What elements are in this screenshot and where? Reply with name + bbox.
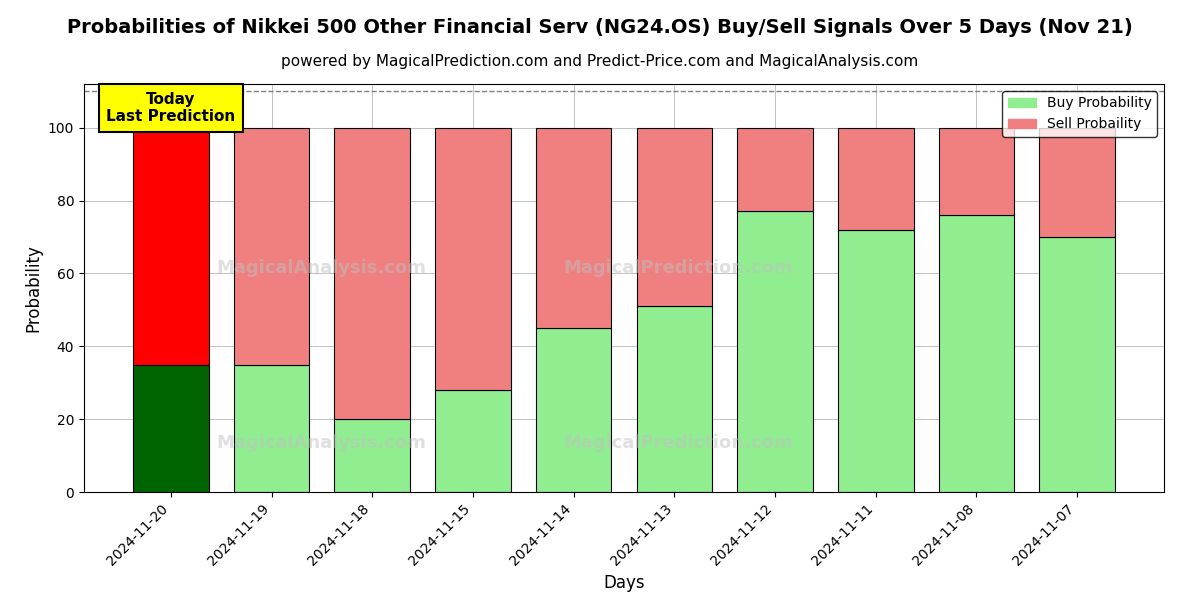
Bar <box>234 364 310 492</box>
Bar <box>133 364 209 492</box>
Text: Today
Last Prediction: Today Last Prediction <box>107 92 235 124</box>
Bar <box>436 128 511 390</box>
Bar <box>234 128 310 364</box>
Bar <box>636 306 712 492</box>
Text: powered by MagicalPrediction.com and Predict-Price.com and MagicalAnalysis.com: powered by MagicalPrediction.com and Pre… <box>281 54 919 69</box>
Text: MagicalAnalysis.com: MagicalAnalysis.com <box>217 434 426 452</box>
Bar <box>737 211 812 492</box>
X-axis label: Days: Days <box>604 574 644 592</box>
Bar <box>133 128 209 364</box>
Bar <box>1039 237 1115 492</box>
Bar <box>536 328 612 492</box>
Bar <box>636 128 712 306</box>
Y-axis label: Probability: Probability <box>24 244 42 332</box>
Bar <box>838 128 913 230</box>
Bar <box>938 128 1014 215</box>
Bar <box>938 215 1014 492</box>
Text: Probabilities of Nikkei 500 Other Financial Serv (NG24.OS) Buy/Sell Signals Over: Probabilities of Nikkei 500 Other Financ… <box>67 18 1133 37</box>
Bar <box>436 390 511 492</box>
Bar <box>838 230 913 492</box>
Text: MagicalPrediction.com: MagicalPrediction.com <box>563 259 793 277</box>
Text: MagicalAnalysis.com: MagicalAnalysis.com <box>217 259 426 277</box>
Bar <box>1039 128 1115 237</box>
Text: MagicalPrediction.com: MagicalPrediction.com <box>563 434 793 452</box>
Legend: Buy Probability, Sell Probaility: Buy Probability, Sell Probaility <box>1002 91 1157 137</box>
Bar <box>536 128 612 328</box>
Bar <box>335 419 410 492</box>
Bar <box>335 128 410 419</box>
Bar <box>737 128 812 211</box>
